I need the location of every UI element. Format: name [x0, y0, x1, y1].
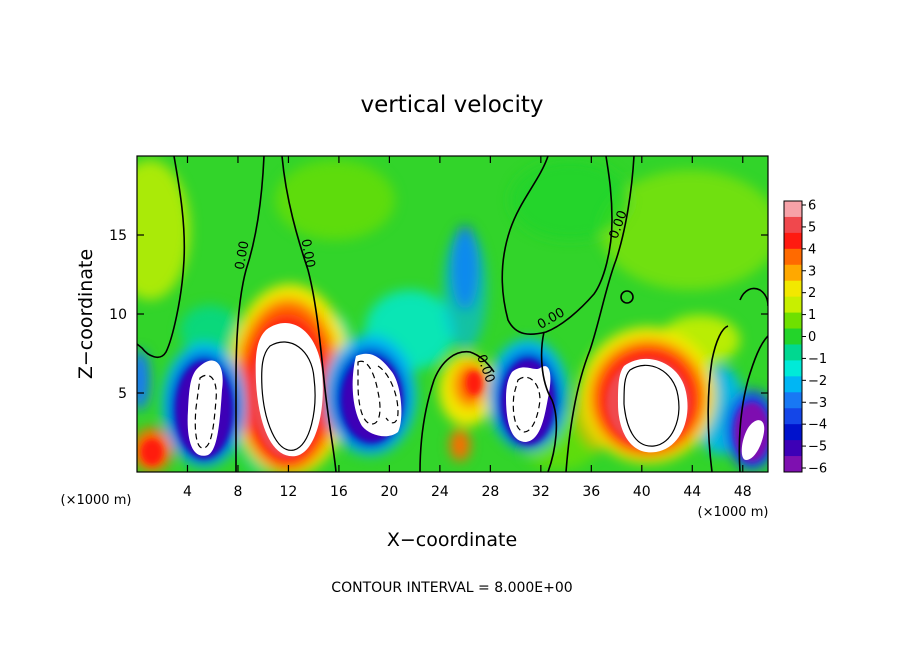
saturated-cores	[187, 323, 765, 460]
y-axis-unit: (×1000 m)	[61, 493, 132, 508]
x-axis-ticks: 4 8 12 16 20 24 28 32 36 40 44 48	[183, 156, 752, 500]
chart-title: vertical velocity	[361, 92, 544, 118]
colorbar-swatch	[784, 440, 802, 457]
contour-label-1: 0.00	[233, 240, 253, 271]
y-tick-label: 10	[109, 307, 127, 323]
zero-contour-1	[137, 156, 186, 359]
contour-lines	[137, 156, 768, 472]
colorbar-label: −1	[808, 352, 827, 367]
zero-contour-5	[565, 156, 635, 472]
zero-contour-ring	[620, 290, 634, 304]
colorbar-label: 0	[808, 330, 816, 345]
contour-label-2: 0.00	[298, 238, 318, 269]
colorbar-swatch	[784, 248, 802, 266]
y-axis-title: Z−coordinate	[75, 249, 97, 379]
colorbar-swatch	[784, 216, 802, 234]
colorbar-label: 6	[808, 199, 816, 214]
colorbar-swatch	[784, 456, 802, 473]
x-tick-label: 8	[233, 484, 242, 500]
colorbar-swatch	[784, 232, 802, 250]
pos8-contour-2	[623, 364, 680, 447]
colorbar-label: 3	[808, 264, 816, 279]
x-tick-label: 48	[734, 484, 752, 500]
zero-contour-6	[419, 351, 495, 472]
x-tick-label: 16	[330, 484, 348, 500]
zero-contour-4	[501, 156, 613, 335]
x-tick-label: 36	[582, 484, 600, 500]
zero-contour-3	[281, 156, 337, 472]
y-axis-ticks: 5 10 15	[109, 228, 768, 402]
x-axis-title: X−coordinate	[387, 529, 517, 551]
colorbar-label: −5	[808, 440, 827, 455]
colorbar-label: −6	[808, 462, 827, 477]
colorbar-swatch	[784, 360, 802, 377]
colorbar-swatch	[784, 376, 802, 393]
x-tick-label: 32	[532, 484, 550, 500]
colorbar-swatch	[784, 312, 802, 330]
colorbar-label: 5	[808, 220, 816, 235]
velocity-field	[137, 156, 768, 472]
x-tick-label: 4	[183, 484, 192, 500]
pos8-contour-1	[261, 341, 316, 451]
zero-contour-7	[540, 331, 558, 472]
x-tick-label: 20	[380, 484, 398, 500]
colorbar-swatch	[784, 296, 802, 314]
contour-label-6: 0.00	[434, 319, 463, 334]
x-tick-label: 24	[431, 484, 449, 500]
x-tick-label: 28	[481, 484, 499, 500]
zero-contour-9	[738, 335, 768, 472]
colorbar-label: 4	[808, 242, 816, 257]
colorbar-swatch	[784, 201, 802, 218]
colorbar-label: −4	[808, 418, 827, 433]
neg8-contour-3	[377, 365, 399, 424]
colorbar-label: −2	[808, 374, 827, 389]
x-tick-label: 40	[633, 484, 651, 500]
neg8-contour-4	[512, 376, 541, 433]
neg8-contour-1	[194, 374, 217, 449]
colorbar-swatch	[784, 328, 802, 345]
zero-contour-2	[235, 156, 265, 472]
colorbar-swatch	[784, 264, 802, 282]
colorbar: 6 5 4 3 2 1 0 −1 −2 −3 −4 −5 −6	[783, 199, 827, 477]
colorbar-label: 2	[808, 286, 816, 301]
y-tick-label: 15	[109, 228, 127, 244]
contour-interval-note: CONTOUR INTERVAL = 8.000E+00	[331, 580, 572, 596]
colorbar-label: 1	[808, 308, 816, 323]
x-tick-label: 12	[280, 484, 298, 500]
colorbar-swatch	[784, 408, 802, 425]
colorbar-swatch	[784, 344, 802, 361]
colorbar-swatch	[784, 424, 802, 441]
neg8-contour-2	[357, 360, 381, 425]
x-axis-unit: (×1000 m)	[698, 505, 769, 520]
zero-contour-8	[707, 325, 729, 472]
y-tick-label: 5	[118, 386, 127, 402]
x-tick-label: 44	[683, 484, 701, 500]
colorbar-swatch	[784, 280, 802, 298]
colorbar-swatch	[784, 392, 802, 409]
colorbar-label: −3	[808, 396, 827, 411]
